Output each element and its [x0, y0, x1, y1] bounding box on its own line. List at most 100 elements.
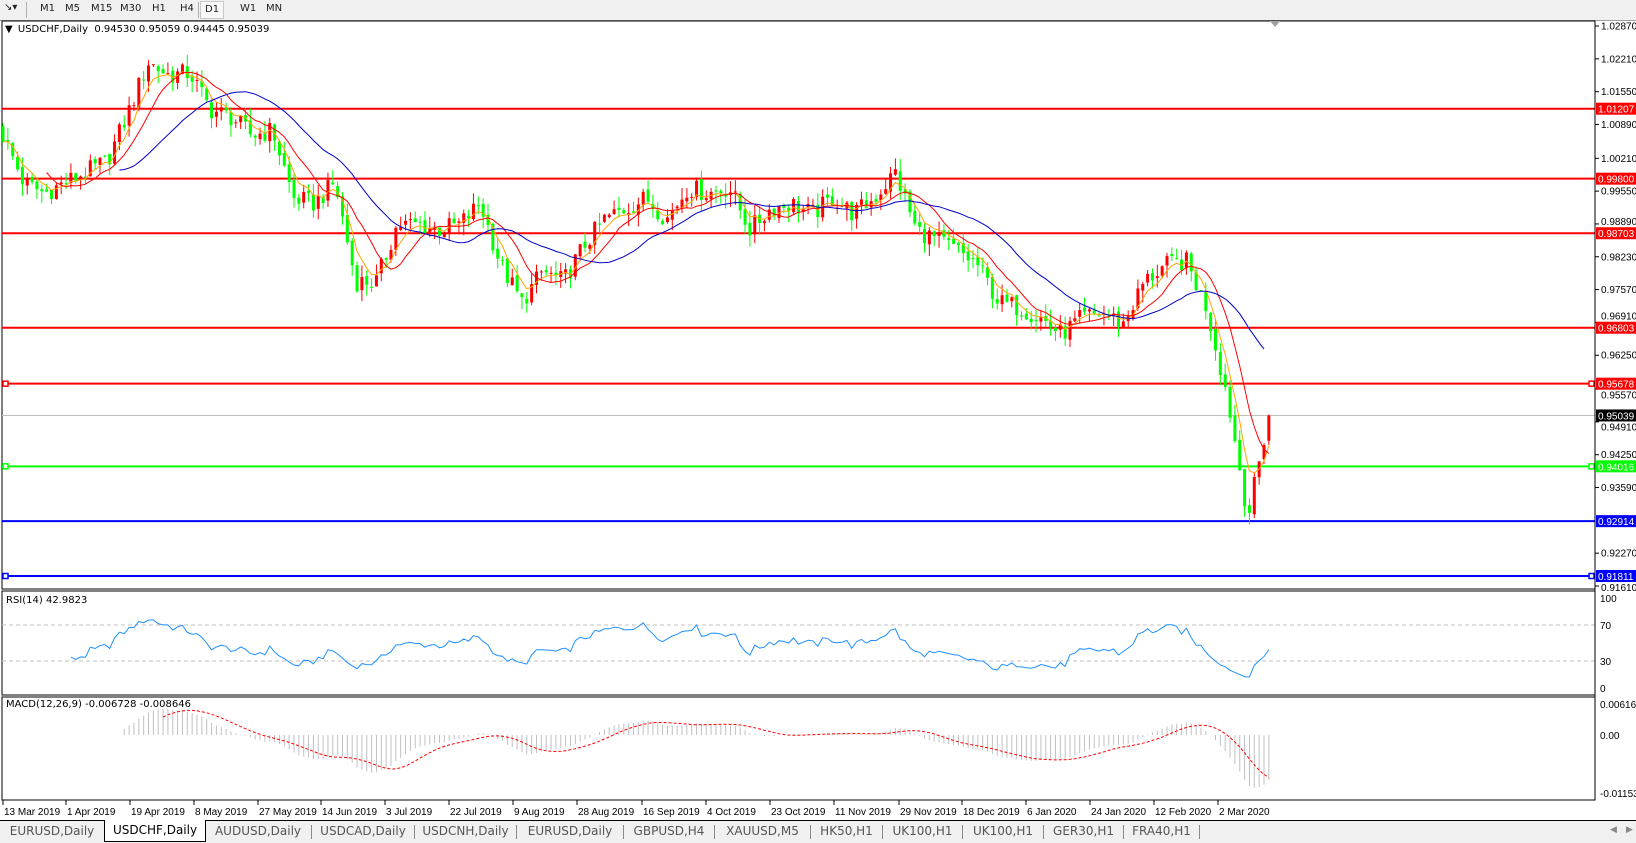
candle-body [481, 203, 485, 217]
date-tick-label: 11 Nov 2019 [835, 807, 891, 818]
candle-body [1015, 295, 1019, 316]
level-price-tag: 0.91811 [1598, 572, 1634, 583]
candle [617, 196, 621, 218]
candle [544, 265, 548, 277]
candle-body [1165, 256, 1169, 266]
timeframe-m5[interactable]: M5 [65, 3, 80, 14]
candle-body [370, 286, 374, 288]
candle-body [927, 230, 931, 245]
candle-body [88, 160, 92, 177]
tab-hk50-h1[interactable]: HK50,H1 [811, 825, 883, 839]
candle-body [956, 242, 960, 245]
candle [1209, 312, 1213, 341]
candle [1150, 268, 1154, 289]
candle [234, 119, 238, 128]
candle-body [2, 126, 5, 142]
scroll-right-icon[interactable]: ▶ [1626, 825, 1633, 835]
candle [990, 273, 994, 309]
tab-eurusd-daily[interactable]: EURUSD,Daily [9, 824, 95, 838]
candle [1058, 315, 1062, 338]
candle-body [122, 124, 126, 128]
level-handle[interactable] [1588, 380, 1595, 387]
candle [690, 193, 694, 207]
candle [661, 219, 665, 226]
date-tick-label: 8 May 2019 [195, 807, 248, 818]
level-handles[interactable] [2, 380, 1595, 580]
timeframe-m1[interactable]: M1 [40, 3, 55, 14]
level-price-tag: 0.98703 [1598, 229, 1635, 240]
timeframe-m30[interactable]: M30 [120, 3, 142, 14]
candle-body [287, 164, 291, 182]
candle-body [879, 194, 883, 201]
candle-body [1228, 386, 1232, 418]
tab-usdcnh-daily[interactable]: USDCNH,Daily [415, 825, 517, 839]
candle [268, 117, 272, 153]
candle [394, 226, 398, 257]
candle-body [923, 228, 926, 244]
timeframe-mn[interactable]: MN [266, 3, 283, 14]
candle-body [147, 65, 150, 82]
candle-body [501, 259, 505, 261]
candle-body [796, 200, 800, 214]
timeframe-h1[interactable]: H1 [152, 3, 166, 14]
collapse-triangle-icon[interactable]: ▼ [5, 24, 13, 35]
tab-uk100-h1-2[interactable]: UK100,H1 [963, 825, 1044, 839]
chart-shift-marker-icon[interactable] [1270, 21, 1280, 27]
line-tool-icon[interactable]: ↘▾ [4, 2, 18, 13]
tab-eurusd-daily-2[interactable]: EURUSD,Daily [517, 825, 624, 839]
tab-usdcad-daily[interactable]: USDCAD,Daily [312, 825, 415, 839]
timeframe-d1[interactable]: D1 [200, 1, 225, 19]
candle [1131, 305, 1135, 321]
candle-body [59, 182, 63, 185]
level-handle[interactable] [1588, 572, 1595, 580]
candle [1020, 311, 1023, 321]
candle-body [98, 157, 102, 166]
candle-body [1068, 320, 1072, 340]
level-handle[interactable] [2, 463, 9, 470]
tab-usdchf-daily[interactable]: USDCHF,Daily [104, 820, 206, 842]
candle-body [292, 180, 296, 198]
candle-body [1010, 297, 1014, 302]
tab-uk100-h1[interactable]: UK100,H1 [883, 825, 963, 839]
level-price-tag: 0.99800 [1598, 175, 1635, 186]
tab-gbpusd-h4[interactable]: GBPUSD,H4 [624, 825, 715, 839]
candle [520, 293, 524, 310]
level-handle[interactable] [1588, 463, 1595, 470]
tab-fra40-h1[interactable]: FRA40,H1 [1124, 825, 1200, 839]
level-price-tag-bg [1596, 227, 1636, 240]
scroll-left-icon[interactable]: ◀ [1610, 825, 1617, 835]
rsi-plot [2, 619, 1595, 678]
candle [937, 221, 941, 248]
date-tick-label: 23 Oct 2019 [771, 807, 826, 818]
candle-body [530, 284, 534, 303]
candle-body [690, 196, 694, 198]
level-handle[interactable] [2, 572, 9, 580]
tab-xauusd-m5[interactable]: XAUUSD,M5 [715, 825, 811, 839]
candle-body [277, 141, 281, 156]
tab-ger30-h1[interactable]: GER30,H1 [1044, 825, 1124, 839]
timeframe-h4[interactable]: H4 [180, 3, 194, 14]
level-handle[interactable] [2, 380, 9, 387]
tab-audusd-daily[interactable]: AUDUSD,Daily [205, 825, 312, 839]
candle [350, 237, 354, 276]
candle-body [282, 152, 286, 166]
candle-body [166, 73, 170, 75]
candle [471, 193, 475, 221]
candle [704, 190, 708, 202]
timeframe-m15[interactable]: M15 [91, 3, 113, 14]
candle-body [767, 209, 771, 220]
candle [1034, 310, 1038, 333]
price-chart[interactable]: 1.02870 1.02210 1.01550 1.00890 1.00210 0.995… [0, 0, 1636, 820]
candle-body [476, 205, 480, 207]
candle [423, 211, 427, 235]
rsi-tick-label: 30 [1600, 657, 1612, 668]
candle [316, 184, 320, 220]
candle-body [893, 169, 897, 175]
candle [253, 134, 257, 147]
candle [171, 66, 175, 91]
timeframe-w1[interactable]: W1 [240, 3, 257, 14]
candle [476, 196, 480, 214]
candle-body [1247, 505, 1251, 513]
candle-body [665, 217, 669, 223]
date-tick-label: 28 Aug 2019 [578, 807, 635, 818]
